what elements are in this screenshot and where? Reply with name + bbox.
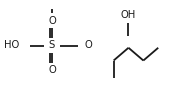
Text: O: O — [84, 40, 92, 51]
Text: S: S — [49, 40, 55, 51]
Text: OH: OH — [121, 10, 136, 20]
Text: O: O — [48, 65, 56, 75]
Text: O: O — [48, 16, 56, 26]
Text: HO: HO — [4, 40, 19, 51]
